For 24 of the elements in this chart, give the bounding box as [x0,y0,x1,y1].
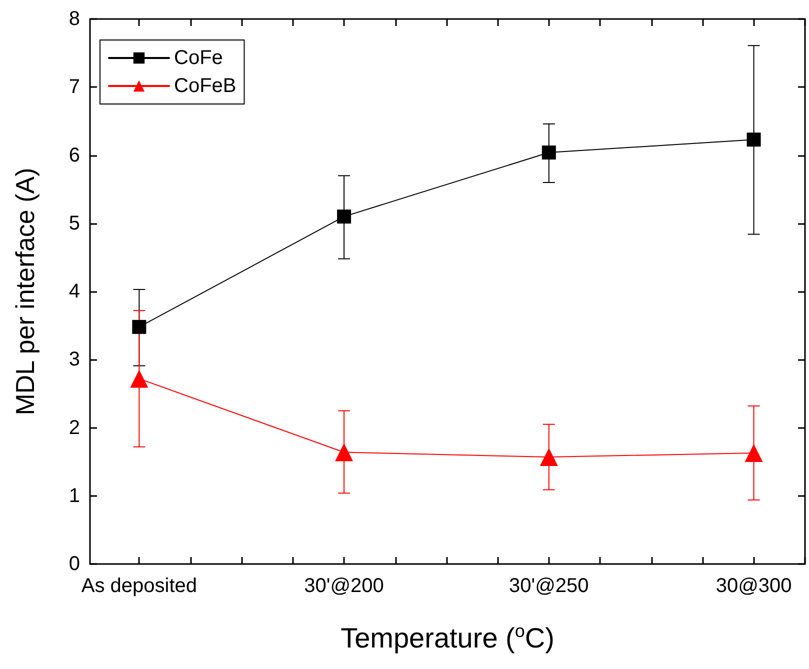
legend-label: CoFeB [174,75,236,97]
point [337,210,352,224]
x-tick-label: 30@300 [716,575,792,597]
legend-label: CoFe [174,47,223,69]
y-tick-label: 8 [68,8,80,30]
y-tick-label: 7 [68,76,80,98]
point [130,370,148,388]
y-tick-label: 4 [68,280,80,302]
point [540,448,558,466]
y-tick-label: 2 [68,416,80,439]
y-tick-label: 5 [68,212,80,234]
y-tick-label: 3 [68,348,80,371]
y-tick-label: 1 [68,484,80,507]
x-tick-label: 30'@200 [304,575,384,597]
point [335,443,354,462]
point [746,132,761,147]
x-tick-label: As deposited [81,575,197,597]
point [542,146,556,160]
y-axis-title: MDL per interface (A) [10,168,40,416]
y-tick-label: 6 [68,144,80,166]
point [132,320,146,334]
x-tick-label: 30'@250 [509,575,589,597]
point [744,444,763,462]
y-tick-label: 0 [68,553,80,575]
